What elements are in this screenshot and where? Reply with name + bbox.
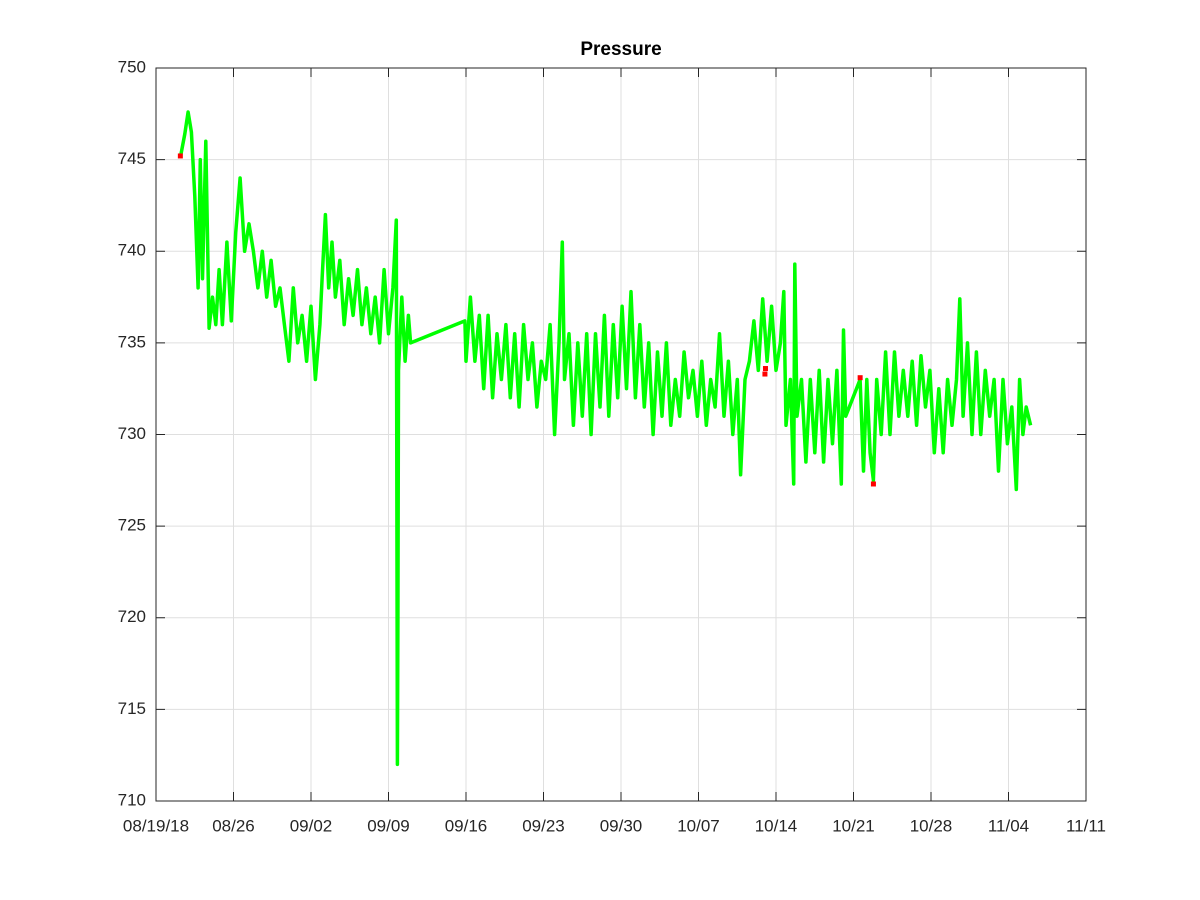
marker [870, 481, 876, 487]
marker [857, 375, 863, 381]
x-tick-label: 08/26 [212, 816, 255, 835]
x-tick-label: 09/30 [600, 816, 643, 835]
y-tick-label: 730 [118, 424, 146, 443]
axes-box [155, 67, 1087, 802]
x-tick-label: 10/07 [677, 816, 720, 835]
x-tick-label: 08/19/18 [123, 816, 189, 835]
marker [762, 366, 768, 372]
x-tick-label: 10/28 [910, 816, 953, 835]
marker [762, 371, 768, 377]
line [179, 110, 1033, 767]
y-tick-label: 725 [118, 516, 146, 535]
y-tick-label: 735 [118, 332, 146, 351]
x-tick-label: 09/16 [445, 816, 488, 835]
x-tick-label: 09/23 [522, 816, 565, 835]
x-tick-label: 09/09 [367, 816, 410, 835]
y-tick-label: 745 [118, 149, 146, 168]
x-tick-label: 09/02 [290, 816, 333, 835]
marker [177, 153, 183, 159]
y-tick-label: 710 [118, 790, 146, 809]
y-tick-label: 750 [118, 57, 146, 76]
y-tick-label: 715 [118, 699, 146, 718]
y-tick-label: 720 [118, 607, 146, 626]
y-tick-label: 740 [118, 241, 146, 260]
x-tick-label: 11/04 [988, 816, 1029, 835]
x-tick-label: 10/14 [755, 816, 798, 835]
x-tick-label: 10/21 [832, 816, 875, 835]
chart-title: Pressure [580, 39, 661, 60]
x-tick-label: 11/11 [1066, 816, 1106, 835]
